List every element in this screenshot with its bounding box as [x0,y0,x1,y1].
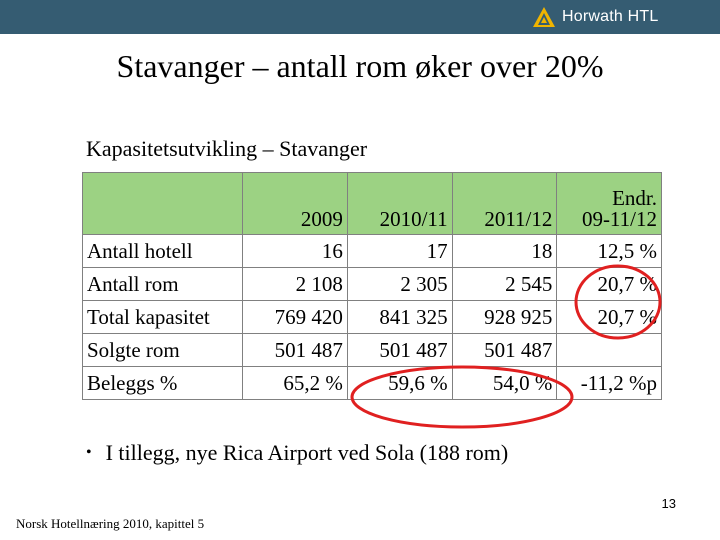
bullet-point: • I tillegg, nye Rica Airport ved Sola (… [86,440,508,466]
table-row: Antall rom 2 108 2 305 2 545 20,7 % [81,267,662,301]
company-logo: Horwath HTL [532,4,658,30]
horwath-triangle-icon [533,7,555,27]
page-number: 13 [661,496,676,511]
table-cell: 54,0 % [451,366,558,400]
table-header-row: 2009 2010/11 2011/12 Endr. 09-11/12 [81,172,662,235]
table-cell: 2 305 [346,267,453,301]
header-bar: Horwath HTL [0,0,720,34]
table-cell: 841 325 [346,300,453,334]
capacity-table: 2009 2010/11 2011/12 Endr. 09-11/12 Antal… [81,172,662,400]
table-cell: -11,2 %p [556,366,662,400]
row-label: Total kapasitet [81,300,244,334]
row-label: Beleggs % [81,366,244,400]
table-cell: 12,5 % [556,234,662,268]
table-cell: 501 487 [451,333,558,367]
table-row: Solgte rom 501 487 501 487 501 487 [81,333,662,367]
row-label: Antall hotell [81,234,244,268]
table-cell [556,333,662,367]
table-cell: 928 925 [451,300,558,334]
logo-text: Horwath HTL [562,8,659,25]
table-header-cell: 2009 [242,172,348,235]
table-header-cell: 2011/12 [451,172,558,235]
table-cell: 17 [346,234,453,268]
slide-subtitle: Kapasitetsutvikling – Stavanger [86,136,368,161]
table-cell: 501 487 [346,333,453,367]
table-header-cell: Endr. 09-11/12 [556,172,662,235]
table-cell: 18 [451,234,558,268]
table-cell: 20,7 % [556,267,662,301]
bullet-dot-icon: • [86,444,92,461]
table-cell: 501 487 [242,333,348,367]
footer-text: Norsk Hotellnæring 2010, kapittel 5 [16,516,205,531]
row-label: Antall rom [81,267,244,301]
table-row: Antall hotell 16 17 18 12,5 % [81,234,662,268]
row-label: Solgte rom [81,333,244,367]
table-cell: 59,6 % [346,366,453,400]
table-cell: 769 420 [242,300,348,334]
table-cell: 16 [242,234,348,268]
table-cell: 65,2 % [242,366,348,400]
table-header-cell: 2010/11 [346,172,453,235]
slide-title: Stavanger – antall rom øker over 20% [116,48,604,84]
table-cell: 2 108 [242,267,348,301]
table-cell: 2 545 [451,267,558,301]
table-cell: 20,7 % [556,300,662,334]
table-row: Beleggs % 65,2 % 59,6 % 54,0 % -11,2 %p [81,366,662,400]
capacity-table-wrap: 2009 2010/11 2011/12 Endr. 09-11/12 Antal… [81,172,662,400]
table-header-cell [81,172,244,235]
table-row: Total kapasitet 769 420 841 325 928 925 … [81,300,662,334]
bullet-text: I tillegg, nye Rica Airport ved Sola (18… [105,440,509,465]
